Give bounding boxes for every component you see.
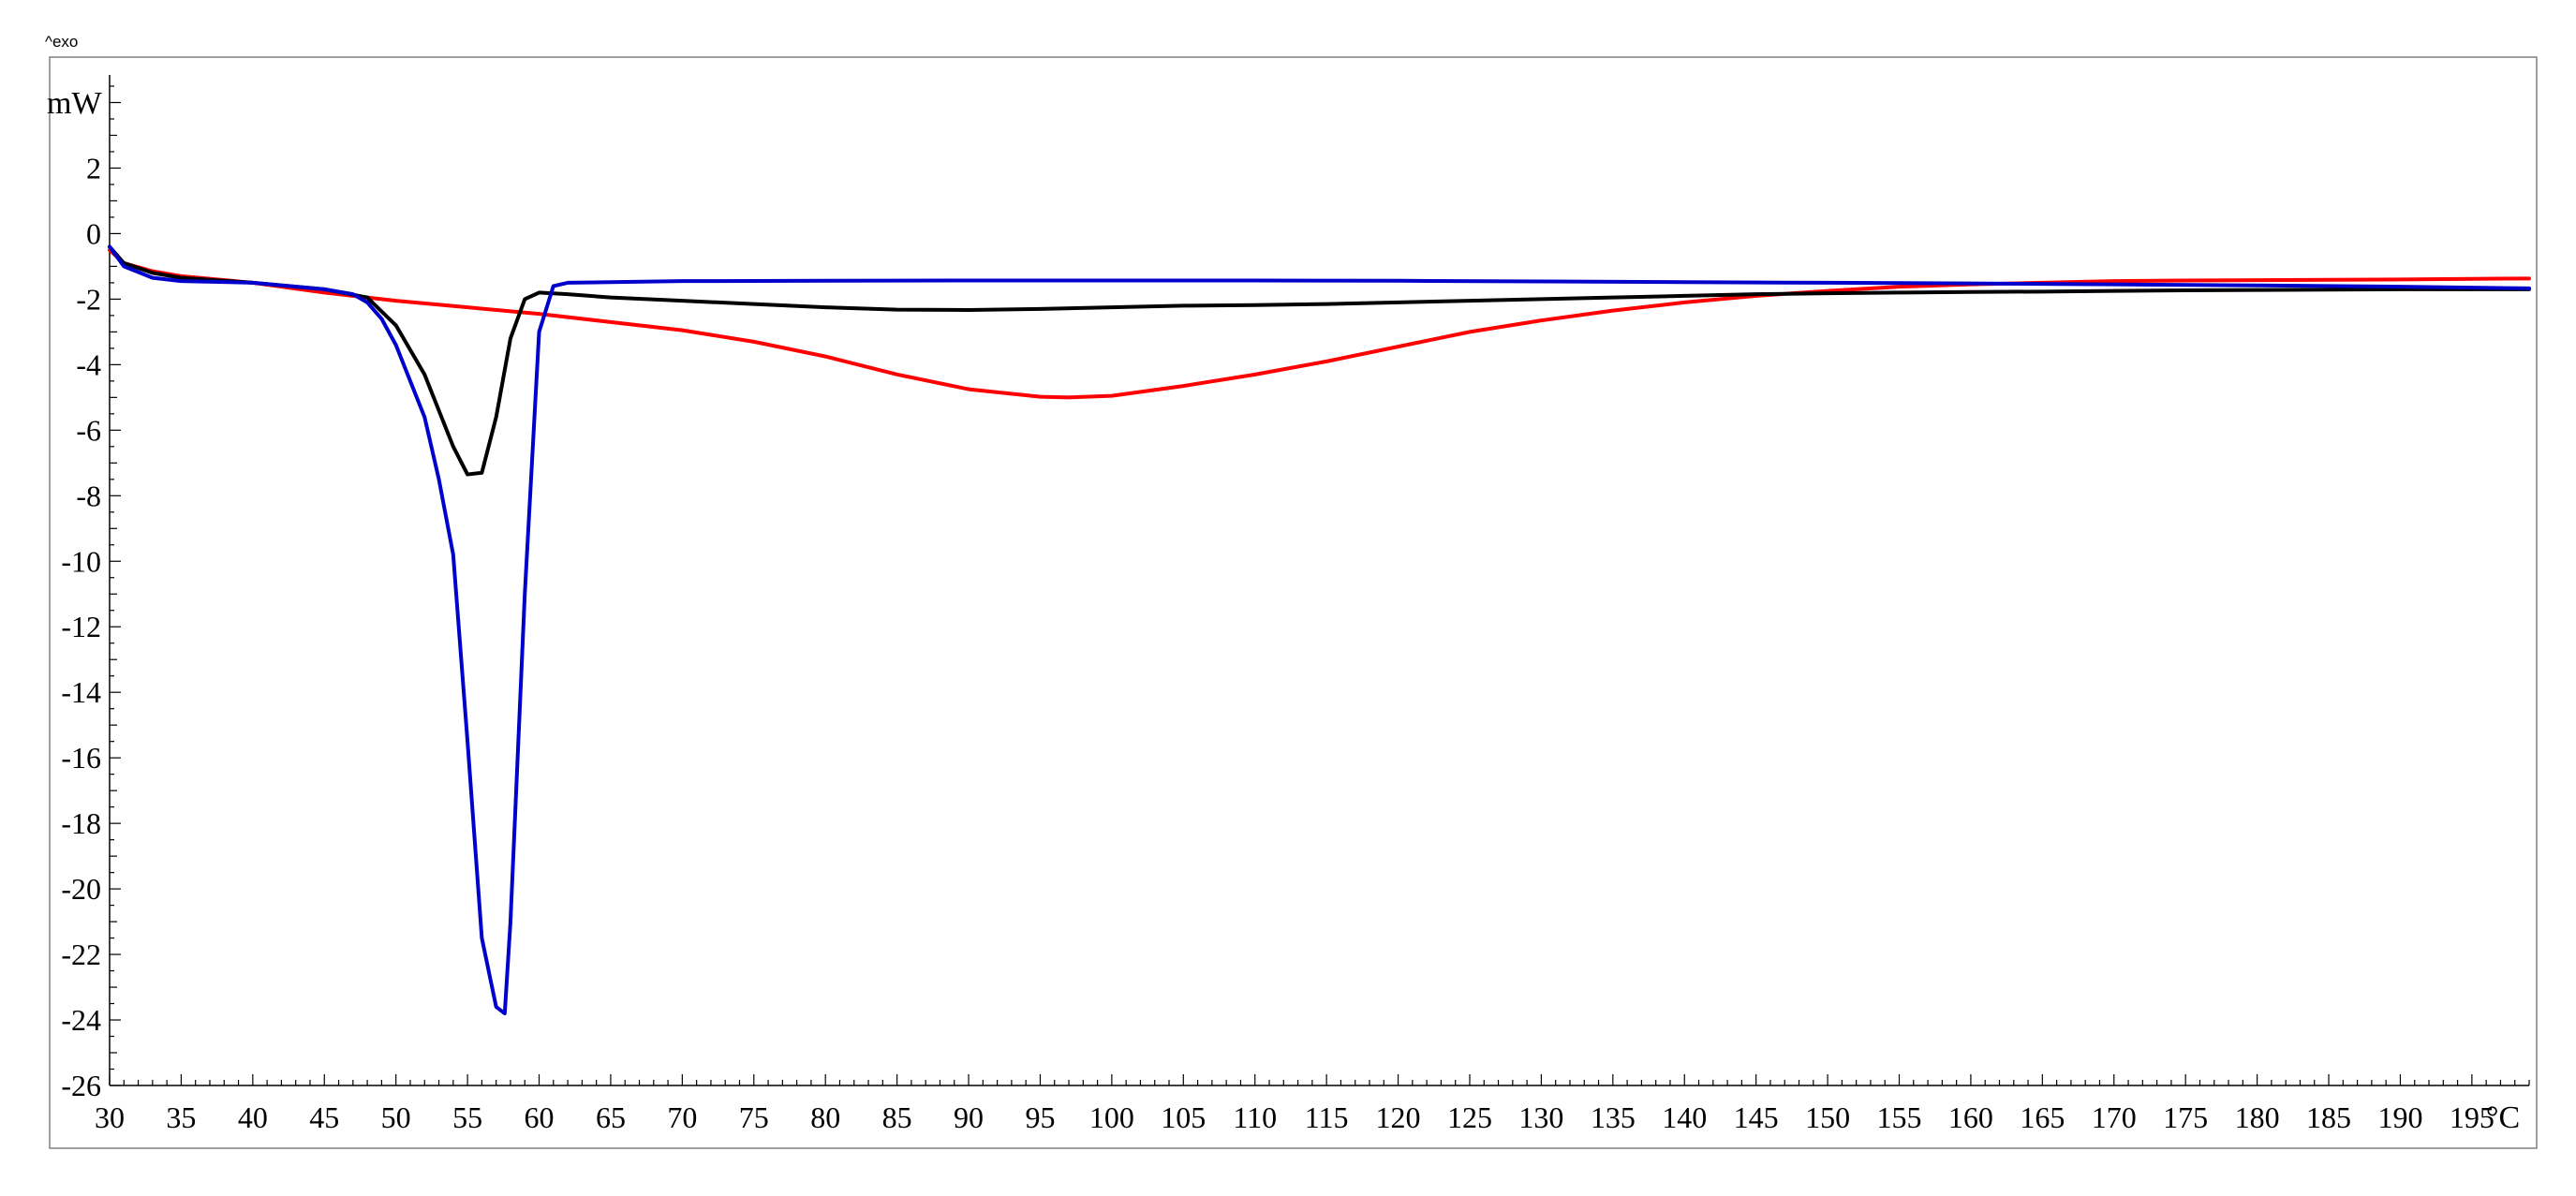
- x-tick-label: 110: [1233, 1100, 1277, 1134]
- x-tick-label: 80: [810, 1100, 840, 1134]
- x-tick-label: 100: [1089, 1100, 1134, 1134]
- y-tick-label: -10: [61, 544, 101, 578]
- y-tick-label: -20: [61, 872, 101, 906]
- x-tick-label: 50: [381, 1100, 411, 1134]
- x-tick-label: 60: [525, 1100, 555, 1134]
- plot-frame: [49, 56, 2538, 1149]
- x-tick-label: 70: [667, 1100, 697, 1134]
- x-tick-label: 85: [882, 1100, 912, 1134]
- series-line-1: [108, 247, 2531, 400]
- x-tick-label: 115: [1305, 1100, 1349, 1134]
- x-tick-label: 120: [1376, 1100, 1421, 1134]
- y-tick-label: -16: [61, 741, 101, 775]
- x-tick-label: 30: [95, 1100, 125, 1134]
- y-tick-label: -26: [61, 1069, 101, 1102]
- x-tick-label: 195: [2450, 1100, 2495, 1134]
- x-tick-label: 75: [739, 1100, 769, 1134]
- x-tick-label: 160: [1948, 1100, 1993, 1134]
- series-line-3: [108, 244, 2531, 1016]
- x-tick-label: 135: [1591, 1100, 1636, 1134]
- x-tick-label: 95: [1025, 1100, 1055, 1134]
- x-tick-label: 185: [2306, 1100, 2351, 1134]
- y-tick-label: -12: [61, 610, 101, 643]
- y-tick-label: 2: [86, 151, 101, 185]
- y-tick-label: -4: [76, 347, 101, 381]
- x-tick-label: 165: [2020, 1100, 2065, 1134]
- y-tick-label: 0: [86, 216, 101, 250]
- x-tick-label: 125: [1447, 1100, 1492, 1134]
- y-tick-label: -6: [76, 413, 101, 447]
- series-lines: [108, 244, 2531, 1016]
- y-tick-label: -8: [76, 479, 101, 512]
- series-line-2: [108, 244, 2531, 477]
- x-tick-label: 90: [954, 1100, 984, 1134]
- y-tick-label: -24: [61, 1003, 101, 1037]
- x-tick-label: 170: [2092, 1100, 2137, 1134]
- x-tick-label: 35: [166, 1100, 196, 1134]
- x-tick-label: 190: [2377, 1100, 2422, 1134]
- x-tick-label: 175: [2163, 1100, 2208, 1134]
- x-tick-label: 40: [238, 1100, 268, 1134]
- x-tick-label: 180: [2235, 1100, 2280, 1134]
- y-tick-label: -2: [76, 282, 101, 316]
- x-tick-label: 130: [1518, 1100, 1563, 1134]
- x-axis-unit-label: °C: [2486, 1100, 2520, 1135]
- x-tick-label: 155: [1877, 1100, 1922, 1134]
- x-tick-label: 65: [596, 1100, 626, 1134]
- y-tick-label: -22: [61, 938, 101, 971]
- x-tick-label: 55: [452, 1100, 482, 1134]
- y-tick-label: -18: [61, 806, 101, 840]
- y-tick-label: -14: [61, 675, 101, 709]
- x-tick-label: 105: [1161, 1100, 1206, 1134]
- exo-direction-note: ^exo: [45, 33, 78, 51]
- x-tick-label: 150: [1805, 1100, 1850, 1134]
- x-tick-label: 45: [309, 1100, 339, 1134]
- x-tick-label: 140: [1662, 1100, 1707, 1134]
- y-axis-unit-label: mW: [47, 86, 102, 121]
- x-tick-label: 145: [1734, 1100, 1779, 1134]
